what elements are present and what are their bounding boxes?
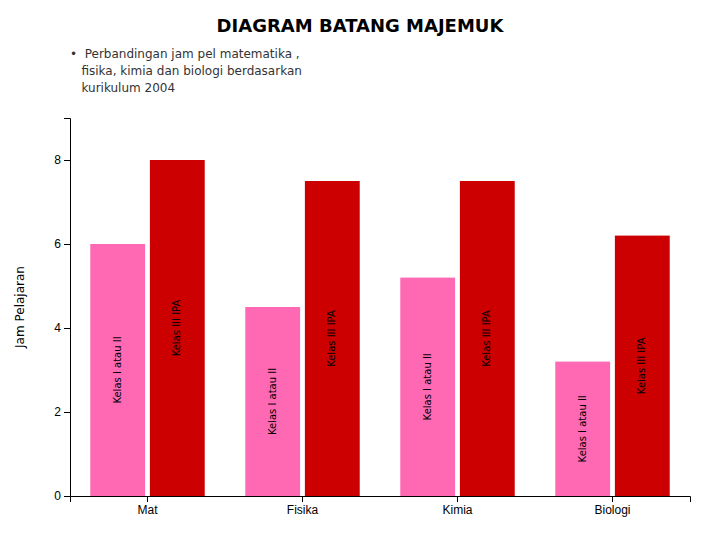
bar [245, 307, 300, 496]
y-tick-mark [64, 160, 70, 161]
y-tick-label: 0 [54, 489, 61, 503]
x-tick-mark [457, 496, 458, 502]
x-tick-label: Kimia [442, 503, 472, 517]
y-tick-label: 2 [54, 405, 61, 419]
x-axis: Mat Fisika Kimia Biologi [71, 496, 691, 517]
bar-series-label: Kelas III IPA [636, 337, 647, 394]
bar [615, 236, 670, 496]
bar [150, 160, 205, 496]
y-tick: 6 [54, 237, 70, 251]
bar-series-label: Kelas I atau II [577, 395, 588, 462]
y-tick-label: 8 [54, 153, 61, 167]
x-tick: Kimia [442, 496, 472, 517]
y-axis: 0 2 4 6 8 [54, 119, 70, 504]
bar-series-label: Kelas III IPA [481, 310, 492, 367]
bars [90, 160, 669, 496]
x-tick-mark [302, 496, 303, 502]
bar-series-label: Kelas I atau II [422, 353, 433, 420]
y-tick-label: 6 [54, 237, 61, 251]
plot: 0 2 4 6 8 Mat Fisika Kimia Biologi Jam Pelajaran K… [13, 119, 691, 517]
x-tick: Fisika [287, 496, 319, 517]
chart-container: DIAGRAM BATANG MAJEMUK • Perbandingan jam… [0, 0, 720, 540]
y-tick-label: 4 [54, 321, 61, 335]
series [150, 160, 670, 496]
y-axis-label: Jam Pelajaran [13, 266, 27, 349]
subtitle: fisika, kimia dan biologi berdasarkan [70, 64, 302, 78]
y-tick-mark [64, 328, 70, 329]
bar [555, 362, 610, 496]
y-tick: 0 [54, 489, 70, 503]
x-tick: Biologi [594, 496, 630, 517]
y-tick-mark [64, 244, 70, 245]
bar-series-label: Kelas III IPA [171, 299, 182, 356]
x-tick-label: Mat [137, 503, 158, 517]
bar [460, 181, 515, 496]
bar-series-label: Kelas III IPA [326, 310, 337, 367]
y-tick: 4 [54, 321, 70, 335]
x-tick: Mat [137, 496, 158, 517]
x-axis-line [71, 497, 691, 503]
y-tick-mark [64, 496, 70, 497]
bar-series-label: Kelas I atau II [267, 368, 278, 435]
x-tick-mark [147, 496, 148, 502]
bar-labels: Kelas I atau II Kelas I atau II Kelas I at… [112, 299, 648, 462]
title: DIAGRAM BATANG MAJEMUK [217, 15, 505, 36]
bar [400, 278, 455, 496]
bar [305, 181, 360, 496]
chart-svg: DIAGRAM BATANG MAJEMUK • Perbandingan jam… [0, 0, 720, 540]
subtitle: kurikulum 2004 [70, 81, 175, 95]
y-axis-line [64, 119, 71, 497]
subtitle: • Perbandingan jam pel matematika , [70, 47, 300, 61]
y-tick-mark [64, 412, 70, 413]
x-tick-label: Fisika [287, 503, 319, 517]
y-tick: 8 [54, 153, 70, 167]
y-tick: 2 [54, 405, 70, 419]
x-tick-mark [612, 496, 613, 502]
bar-series-label: Kelas I atau II [112, 336, 123, 403]
x-tick-label: Biologi [594, 503, 630, 517]
bar [90, 244, 145, 496]
